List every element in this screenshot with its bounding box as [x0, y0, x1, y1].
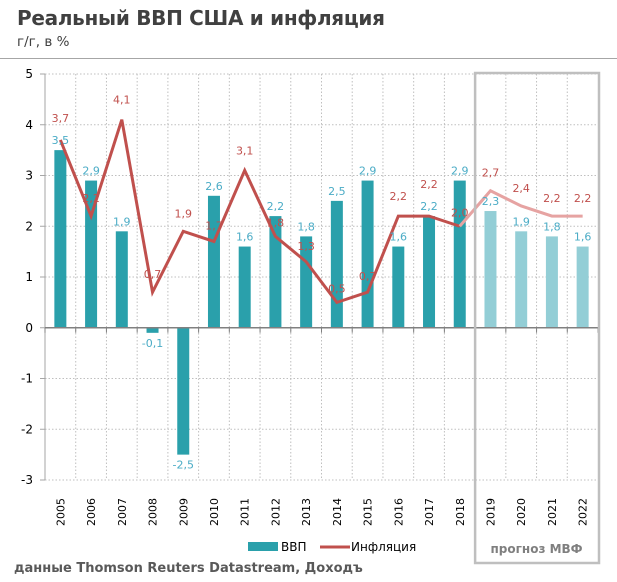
gdp-bar-2021: [545, 236, 558, 328]
gdp-label-2014: 2,5: [328, 185, 346, 198]
gdp-bar-2016: [392, 246, 405, 328]
inflation-label-2011: 3,1: [236, 144, 254, 157]
inflation-label-2010: 1,7: [205, 219, 223, 232]
chart-title: Реальный ВВП США и инфляция: [17, 6, 385, 30]
gridlines: [45, 73, 598, 481]
inflation-label-2005: 3,7: [52, 112, 70, 125]
inflation-label-2016: 2,2: [390, 190, 408, 203]
gdp-bar-2015: [361, 180, 374, 328]
legend-label-inflation: Инфляция: [351, 540, 416, 554]
x-tick-label-2020: 2020: [515, 498, 528, 526]
inflation-label-2009: 1,9: [175, 207, 193, 220]
gdp-bar-2011: [238, 246, 251, 328]
inflation-line-forecast: [458, 188, 583, 228]
inflation-label-2019: 2,7: [482, 167, 500, 180]
x-tick-label-2022: 2022: [577, 498, 590, 526]
y-axis: 5 4 3 2 1 0 -1 -2 -3: [21, 67, 46, 487]
x-tick-label-2021: 2021: [546, 498, 559, 526]
inflation-line: [58, 119, 583, 305]
gdp-label-2006: 2,9: [82, 165, 100, 178]
chart-subtitle: г/г, в %: [17, 34, 70, 50]
gdp-bar-2022: [576, 246, 589, 328]
x-tick-label-2015: 2015: [362, 498, 375, 526]
x-tick-label-2019: 2019: [484, 498, 497, 526]
gdp-label-2012: 2,2: [267, 200, 285, 213]
y-tick-label: 3: [25, 169, 33, 183]
x-tick-label-2014: 2014: [331, 498, 344, 526]
gdp-bar-2017: [423, 216, 436, 328]
inflation-label-2022: 2,2: [574, 192, 592, 205]
gdp-bar-2007: [115, 231, 128, 328]
x-tick-label-2010: 2010: [208, 498, 221, 526]
inflation-label-2021: 2,2: [543, 192, 561, 205]
inflation-label-2020: 2,4: [512, 182, 530, 195]
inflation-label-2015: 0,7: [359, 270, 377, 283]
y-tick-label: 4: [25, 118, 33, 132]
gdp-label-2007: 1,9: [113, 215, 131, 228]
x-tick-label-2012: 2012: [269, 498, 282, 526]
x-tick-label-2017: 2017: [423, 498, 436, 526]
gdp-label-2022: 1,6: [574, 231, 592, 244]
data-labels: 3,5 2,9 1,9 -0,1 -2,5 2,6 1,6 2,2 1,8 2,5 2,9 1,6 2,…: [52, 94, 592, 472]
legend-swatch-gdp: [248, 542, 278, 551]
y-tick-label: -3: [21, 473, 33, 487]
gdp-bar-2010: [207, 195, 220, 328]
y-tick-label: 5: [25, 67, 33, 81]
gdp-label-2011: 1,6: [236, 231, 254, 244]
forecast-box: прогноз МВФ: [473, 71, 601, 565]
x-tick-label-2013: 2013: [300, 498, 313, 526]
inflation-label-2007: 4,1: [113, 94, 131, 107]
legend: ВВП Инфляция: [248, 540, 416, 554]
inflation-label-2017: 2,2: [420, 178, 438, 191]
gdp-bar-2006: [85, 180, 98, 328]
x-tick-label-2009: 2009: [177, 498, 190, 526]
x-tick-label-2007: 2007: [116, 498, 129, 526]
x-tick-label-2011: 2011: [239, 498, 252, 526]
gdp-label-2008: -0,1: [142, 337, 163, 350]
gdp-label-2015: 2,9: [359, 165, 377, 178]
gdp-bar-2005: [54, 150, 67, 328]
y-tick-label: 0: [25, 321, 33, 335]
inflation-label-2013: 1,3: [297, 240, 315, 253]
inflation-label-2006: 2,2: [82, 192, 100, 205]
gdp-bar-2019: [484, 211, 497, 328]
inflation-label-2012: 1,8: [267, 216, 285, 229]
legend-label-gdp: ВВП: [281, 540, 307, 554]
x-tick-label-2005: 2005: [54, 498, 67, 526]
gdp-bar-2018: [453, 180, 466, 328]
x-tick-label-2018: 2018: [454, 498, 467, 526]
source-note: данные Thomson Reuters Datastream, Доход…: [14, 561, 363, 576]
title-divider: [0, 58, 617, 59]
gdp-bar-2020: [515, 231, 528, 328]
y-tick-label: 1: [25, 270, 33, 284]
y-tick-label: -2: [21, 422, 33, 436]
gdp-label-2010: 2,6: [205, 180, 223, 193]
x-tick-label-2016: 2016: [392, 498, 405, 526]
inflation-label-2018: 2,0: [451, 206, 469, 219]
gdp-bar-2008: [146, 327, 159, 333]
inflation-line-actual: [58, 119, 461, 305]
x-axis: 2005 2006 2007 2008 2009 2010 2011 2012 2013 2014…: [44, 327, 599, 526]
inflation-label-2014: 0,5: [328, 282, 346, 295]
gdp-label-2009: -2,5: [173, 459, 194, 472]
gdp-label-2019: 2,3: [482, 195, 500, 208]
gdp-bar-2012: [269, 216, 282, 328]
y-tick-label: 2: [25, 219, 33, 233]
gdp-label-2005: 3,5: [52, 134, 70, 147]
x-tick-label-2006: 2006: [85, 498, 98, 526]
gdp-bar-2014: [330, 200, 343, 328]
inflation-label-2008: 0,7: [144, 268, 162, 281]
gdp-label-2018: 2,9: [451, 165, 469, 178]
gdp-bar-2009: [177, 327, 190, 455]
forecast-label: прогноз МВФ: [491, 542, 583, 556]
gdp-label-2017: 2,2: [420, 200, 438, 213]
forecast-box-border: [473, 71, 601, 565]
x-tick-label-2008: 2008: [147, 498, 160, 526]
y-tick-label: -1: [21, 372, 33, 386]
gdp-label-2020: 1,9: [512, 215, 530, 228]
gdp-label-2013: 1,8: [297, 220, 315, 233]
gdp-label-2016: 1,6: [390, 231, 408, 244]
gdp-label-2021: 1,8: [543, 220, 561, 233]
